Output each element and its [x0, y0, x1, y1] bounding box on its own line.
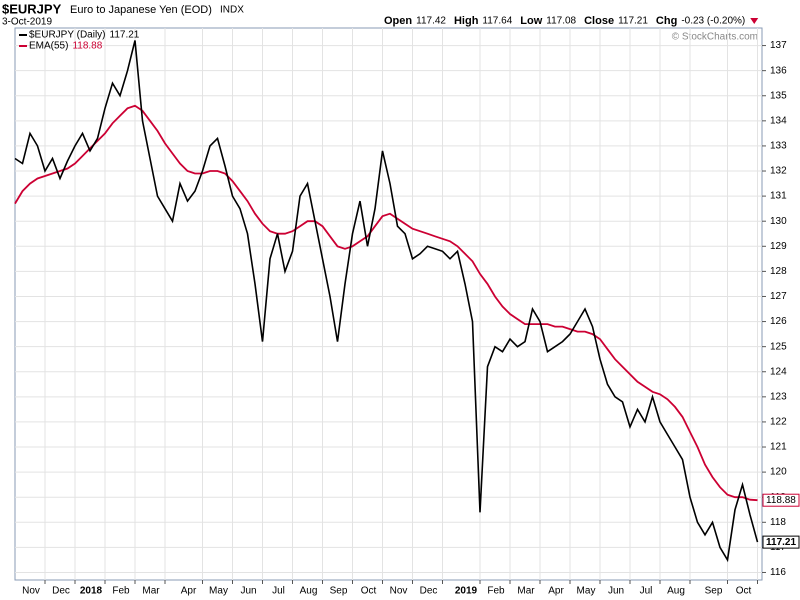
quote-value: 117.08 — [546, 16, 576, 27]
y-tick-label: 124 — [770, 366, 787, 377]
x-tick-label: May — [209, 586, 228, 597]
y-tick-label: 131 — [770, 191, 787, 202]
quote-label: Open — [384, 15, 412, 27]
x-tick-label: 2019 — [455, 586, 478, 597]
x-tick-label: Oct — [736, 586, 752, 597]
change-value: -0.23 (-0.20%) — [681, 16, 745, 27]
y-tick-label: 137 — [770, 40, 787, 51]
x-tick-label: Jul — [640, 586, 653, 597]
y-tick-label: 136 — [770, 65, 787, 76]
x-tick-label: Oct — [361, 586, 377, 597]
x-tick-label: Sep — [330, 586, 348, 597]
legend-value: 118.88 — [72, 41, 102, 52]
y-tick-label: 123 — [770, 391, 787, 402]
down-arrow — [750, 18, 759, 24]
y-tick-label: 122 — [770, 417, 787, 428]
price-line — [14, 104, 758, 502]
price-line — [14, 40, 759, 563]
y-tick-label: 129 — [770, 241, 787, 252]
value-tag-label: 118.88 — [766, 495, 796, 506]
x-tick-label: Sep — [705, 586, 723, 597]
y-tick-label: 135 — [770, 90, 787, 101]
x-tick-label: Aug — [300, 586, 318, 597]
x-tick-label: Jun — [240, 586, 256, 597]
x-tick-label: 2018 — [80, 586, 103, 597]
y-tick-label: 125 — [770, 341, 787, 352]
x-tick-label: Apr — [181, 586, 197, 597]
date: 3-Oct-2019 — [2, 17, 52, 28]
quote-label: High — [454, 15, 479, 27]
symbol: $EURJPY — [2, 1, 62, 16]
x-tick-label: Feb — [487, 586, 505, 597]
legend-label: EMA(55) — [29, 41, 68, 52]
x-tick-label: Feb — [112, 586, 130, 597]
quote-label: Low — [520, 15, 542, 27]
y-tick-label: 134 — [770, 115, 787, 126]
x-tick-label: Mar — [517, 586, 535, 597]
y-tick-label: 116 — [770, 567, 786, 578]
legend-value: 117.21 — [110, 30, 140, 41]
y-tick-label: 127 — [770, 291, 787, 302]
x-tick-label: Aug — [667, 586, 685, 597]
y-tick-label: 133 — [770, 141, 787, 152]
quote-value: 117.21 — [618, 16, 648, 27]
change-label: Chg — [656, 15, 677, 27]
plot-frame — [14, 27, 763, 581]
x-tick-label: May — [577, 586, 596, 597]
y-tick-label: 126 — [770, 316, 787, 327]
description: Euro to Japanese Yen (EOD) — [70, 4, 212, 16]
y-tick-label: 120 — [770, 467, 787, 478]
y-tick-label: 118 — [770, 517, 786, 528]
y-tick-label: 130 — [770, 216, 787, 227]
x-tick-label: Dec — [420, 586, 438, 597]
value-tag-label: 117.21 — [766, 537, 796, 548]
x-tick-label: Apr — [548, 586, 564, 597]
value-tag — [762, 493, 800, 507]
quote-value: 117.64 — [482, 16, 512, 27]
header: $EURJPY Euro to Japanese Yen (EOD) INDX … — [2, 1, 244, 27]
x-tick-label: Dec — [52, 586, 70, 597]
legend-label: $EURJPY (Daily) — [29, 30, 106, 41]
value-tag — [762, 535, 800, 549]
x-tick-label: Jun — [608, 586, 624, 597]
x-tick-label: Nov — [22, 586, 40, 597]
quote-label: Close — [584, 15, 614, 27]
y-tick-label: 128 — [770, 266, 787, 277]
watermark: © StockCharts.com — [672, 32, 758, 43]
y-tick-label: 132 — [770, 166, 787, 177]
x-tick-label: Jul — [272, 586, 285, 597]
exchange: INDX — [220, 5, 244, 16]
x-tick-label: Nov — [390, 586, 408, 597]
y-tick-label: 121 — [770, 442, 787, 453]
x-tick-label: Mar — [142, 586, 160, 597]
quote-value: 117.42 — [416, 16, 446, 27]
